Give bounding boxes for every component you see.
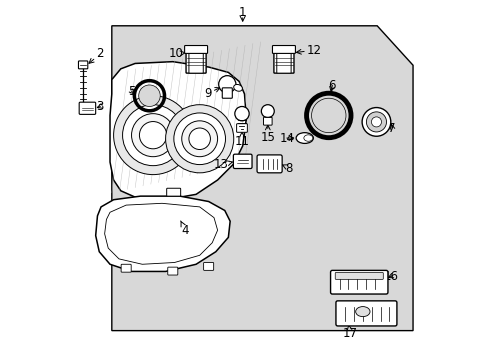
Text: 2: 2	[89, 47, 104, 63]
Text: 9: 9	[204, 87, 220, 100]
Text: 8: 8	[282, 162, 292, 175]
Text: 3: 3	[97, 100, 104, 113]
Text: 10: 10	[168, 47, 185, 60]
Circle shape	[122, 105, 183, 166]
Ellipse shape	[233, 85, 242, 91]
FancyBboxPatch shape	[233, 154, 251, 168]
FancyBboxPatch shape	[330, 270, 387, 294]
FancyBboxPatch shape	[78, 61, 88, 69]
FancyBboxPatch shape	[263, 117, 271, 125]
Circle shape	[366, 112, 386, 132]
Circle shape	[165, 105, 233, 173]
Circle shape	[131, 114, 174, 157]
Text: 15: 15	[260, 125, 275, 144]
Circle shape	[139, 85, 160, 107]
FancyBboxPatch shape	[121, 264, 131, 272]
FancyBboxPatch shape	[184, 45, 207, 53]
Text: 12: 12	[296, 44, 321, 57]
Text: 6: 6	[328, 79, 335, 92]
FancyBboxPatch shape	[203, 262, 213, 270]
Text: 11: 11	[234, 132, 249, 148]
FancyBboxPatch shape	[257, 155, 282, 173]
Text: 4: 4	[180, 221, 189, 237]
Circle shape	[139, 122, 166, 149]
Text: 13: 13	[213, 158, 232, 171]
Text: 17: 17	[342, 324, 357, 340]
Circle shape	[261, 105, 274, 118]
Polygon shape	[110, 62, 246, 200]
FancyBboxPatch shape	[167, 267, 178, 275]
FancyBboxPatch shape	[335, 273, 383, 279]
FancyBboxPatch shape	[222, 88, 232, 98]
Polygon shape	[112, 26, 412, 330]
Circle shape	[174, 113, 225, 165]
FancyBboxPatch shape	[166, 188, 180, 196]
FancyBboxPatch shape	[272, 45, 295, 53]
FancyBboxPatch shape	[79, 102, 96, 114]
Circle shape	[362, 108, 390, 136]
Circle shape	[234, 107, 249, 121]
FancyBboxPatch shape	[188, 52, 203, 73]
Text: 16: 16	[383, 270, 398, 283]
Text: 1: 1	[239, 6, 246, 19]
Text: 5: 5	[127, 85, 135, 98]
Circle shape	[371, 117, 381, 127]
Ellipse shape	[303, 135, 312, 141]
Circle shape	[188, 128, 210, 149]
Ellipse shape	[296, 133, 313, 143]
FancyBboxPatch shape	[276, 52, 290, 73]
FancyBboxPatch shape	[273, 52, 293, 73]
Circle shape	[311, 98, 346, 133]
Text: 7: 7	[387, 122, 395, 135]
Text: 14: 14	[279, 131, 294, 145]
FancyBboxPatch shape	[236, 124, 247, 132]
Ellipse shape	[355, 307, 369, 317]
Circle shape	[218, 76, 235, 93]
FancyBboxPatch shape	[185, 52, 206, 73]
Polygon shape	[96, 196, 230, 271]
FancyBboxPatch shape	[335, 301, 396, 326]
Circle shape	[182, 121, 217, 157]
Circle shape	[113, 96, 192, 175]
